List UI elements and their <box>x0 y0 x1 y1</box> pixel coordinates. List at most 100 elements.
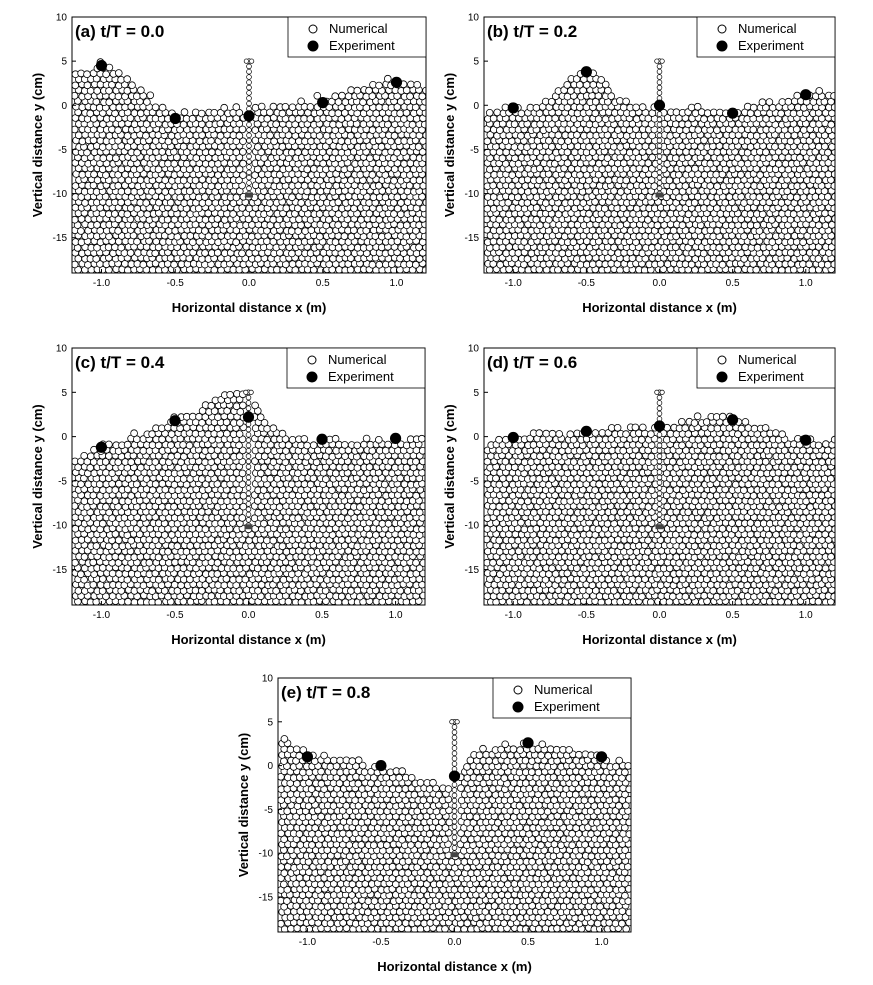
wall-point <box>656 143 663 149</box>
numerical-point <box>421 154 426 162</box>
numerical-point <box>393 193 402 202</box>
numerical-point <box>419 559 425 567</box>
numerical-point <box>288 193 296 202</box>
numerical-point <box>207 592 216 600</box>
numerical-point <box>419 137 426 145</box>
numerical-point <box>179 120 188 129</box>
numerical-point <box>368 126 377 134</box>
numerical-point <box>288 115 296 123</box>
numerical-point <box>115 69 123 77</box>
numerical-point <box>83 70 91 78</box>
numerical-point <box>601 80 610 89</box>
wall-point <box>246 68 252 75</box>
numerical-point <box>133 237 141 246</box>
wall-point <box>246 148 252 154</box>
numerical-point <box>765 98 774 106</box>
numerical-point <box>210 109 219 117</box>
numerical-point <box>684 165 693 173</box>
numerical-point <box>332 181 341 190</box>
numerical-point <box>563 148 572 157</box>
numerical-point <box>422 131 426 140</box>
numerical-point <box>257 148 266 157</box>
numerical-point <box>321 142 330 151</box>
numerical-point <box>532 215 541 224</box>
numerical-point <box>597 76 605 84</box>
numerical-point <box>204 541 213 550</box>
numerical-point <box>496 260 505 269</box>
numerical-point <box>802 210 810 219</box>
numerical-point <box>251 103 260 112</box>
numerical-point <box>77 227 85 235</box>
numerical-point <box>164 159 172 168</box>
wall-base <box>655 192 664 198</box>
wall-point <box>656 121 663 128</box>
particle-field <box>484 58 835 273</box>
numerical-point <box>239 159 247 168</box>
numerical-point <box>111 497 120 505</box>
numerical-point <box>337 592 346 601</box>
x-tick-label: 0.5 <box>726 278 740 289</box>
numerical-point <box>365 530 374 539</box>
numerical-point <box>238 125 247 134</box>
numerical-point <box>734 266 742 273</box>
numerical-point <box>257 102 266 111</box>
numerical-point <box>114 215 123 224</box>
numerical-point <box>347 587 355 595</box>
numerical-point <box>831 238 835 246</box>
y-tick-label: 10 <box>468 13 480 24</box>
numerical-point <box>278 143 287 151</box>
numerical-point <box>493 108 502 117</box>
numerical-point <box>595 159 603 168</box>
numerical-point <box>189 238 197 247</box>
wall-point <box>656 68 663 75</box>
numerical-point <box>309 165 318 173</box>
legend-marker-experiment <box>307 40 319 52</box>
numerical-point <box>399 148 408 156</box>
numerical-point <box>734 154 742 162</box>
y-axis-label: Vertical distance y (cm) <box>442 73 457 218</box>
numerical-point <box>198 475 206 483</box>
numerical-point <box>396 109 404 118</box>
numerical-point <box>111 210 119 218</box>
numerical-point <box>792 193 801 202</box>
numerical-point <box>353 86 362 95</box>
numerical-point <box>514 215 523 224</box>
numerical-point <box>771 143 779 151</box>
numerical-point <box>616 97 624 105</box>
numerical-point <box>687 103 696 112</box>
numerical-point <box>498 154 507 163</box>
numerical-point <box>117 553 126 561</box>
numerical-point <box>279 575 288 584</box>
numerical-point <box>170 160 179 168</box>
numerical-point <box>273 266 281 273</box>
numerical-point <box>408 120 417 129</box>
numerical-point <box>532 193 541 202</box>
numerical-point <box>377 142 386 151</box>
numerical-point <box>216 132 225 140</box>
numerical-point <box>238 469 247 478</box>
numerical-point <box>414 143 423 151</box>
numerical-point <box>248 232 256 241</box>
numerical-point <box>89 558 97 567</box>
numerical-point <box>161 176 170 185</box>
numerical-point <box>136 109 145 118</box>
numerical-point <box>421 120 426 129</box>
wall-point <box>656 137 663 144</box>
numerical-point <box>72 81 80 90</box>
numerical-point <box>647 176 656 184</box>
numerical-point <box>201 227 209 235</box>
y-axis-label: Vertical distance y (cm) <box>30 73 45 218</box>
numerical-point <box>241 575 250 584</box>
numerical-point <box>301 227 310 235</box>
numerical-point <box>213 559 222 567</box>
numerical-point <box>92 98 101 106</box>
numerical-point <box>808 131 817 140</box>
numerical-point <box>114 536 123 544</box>
numerical-point <box>557 137 565 146</box>
numerical-point <box>225 548 234 556</box>
numerical-point <box>737 171 745 179</box>
numerical-point <box>173 542 182 550</box>
numerical-point <box>362 182 371 191</box>
numerical-point <box>830 92 835 100</box>
